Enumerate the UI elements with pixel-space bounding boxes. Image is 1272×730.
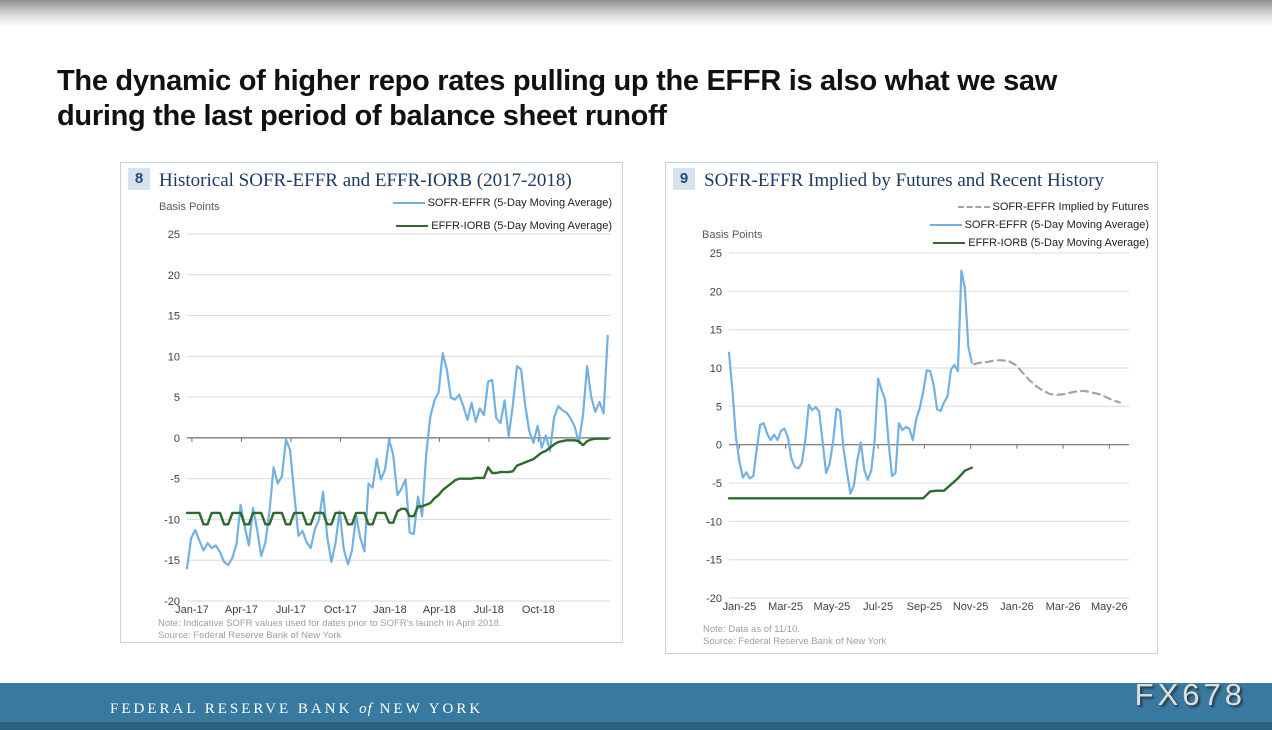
fx678-watermark: FX678 xyxy=(1134,677,1246,712)
series-effr-iorb xyxy=(727,466,973,500)
chart-title: SOFR-EFFR Implied by Futures and Recent … xyxy=(704,170,1105,191)
x-tick-label: Jul-25 xyxy=(863,601,893,613)
y-tick-label: -15 xyxy=(164,555,180,567)
bank-name-left: FEDERAL RESERVE BANK xyxy=(110,701,353,717)
x-tick-label: Jan-26 xyxy=(1000,601,1034,613)
legend-label: SOFR-EFFR (5-Day Moving Average) xyxy=(427,196,612,209)
x-tick-label: Oct-17 xyxy=(324,604,357,616)
chart-panel-futures: 9 SOFR-EFFR Implied by Futures and Recen… xyxy=(665,162,1158,654)
x-tick-label: Jul-17 xyxy=(276,604,306,616)
y-tick-label: 0 xyxy=(716,440,722,452)
y-tick-label: -20 xyxy=(164,596,180,608)
figure-number-badge: 8 xyxy=(128,168,150,190)
series-sofr-effr xyxy=(727,269,973,495)
footer-bottom-stripe xyxy=(0,722,1272,730)
y-tick-label: -10 xyxy=(706,516,722,528)
x-tick-label: Jan-17 xyxy=(175,604,209,616)
legend-label: EFFR-IORB (5-Day Moving Average) xyxy=(431,219,612,232)
top-shadow xyxy=(0,0,1272,26)
chart-source: Source: Federal Reserve Bank of New York xyxy=(158,630,342,641)
y-tick-label: -5 xyxy=(712,478,722,490)
legend-item: SOFR-EFFR (5-Day Moving Average) xyxy=(392,196,612,209)
x-tick-label: May-26 xyxy=(1091,601,1128,613)
y-tick-label: 5 xyxy=(174,392,180,404)
y-tick-label: 25 xyxy=(710,248,722,260)
y-tick-label: 0 xyxy=(174,433,180,445)
chart-footnotes: Note: Indicative SOFR values used for da… xyxy=(158,618,501,642)
y-tick-label: 20 xyxy=(168,270,180,282)
legend-line-sample xyxy=(396,224,429,227)
legend-item: EFFR-IORB (5-Day Moving Average) xyxy=(396,219,612,232)
slide-title-line1: The dynamic of higher repo rates pulling… xyxy=(57,65,1058,97)
chart-footnotes: Note: Data as of 11/10. Source: Federal … xyxy=(703,624,886,648)
chart-panel-historical: 8 Historical SOFR-EFFR and EFFR-IORB (20… xyxy=(120,162,623,643)
y-axis-unit-label: Basis Points xyxy=(159,201,220,213)
y-tick-label: -5 xyxy=(170,474,180,486)
legend-line-sample xyxy=(933,241,966,244)
x-tick-label: Jul-18 xyxy=(474,604,504,616)
x-tick-label: Nov-25 xyxy=(953,601,988,613)
y-tick-label: 10 xyxy=(710,363,722,375)
legend-line-sample xyxy=(957,205,990,208)
chart-title: Historical SOFR-EFFR and EFFR-IORB (2017… xyxy=(159,170,572,191)
figure-number-badge: 9 xyxy=(673,168,695,190)
chart-source: Source: Federal Reserve Bank of New York xyxy=(703,636,887,647)
x-tick-label: Apr-18 xyxy=(423,604,456,616)
chart-note: Note: Indicative SOFR values used for da… xyxy=(158,618,502,629)
footer-bar: FEDERAL RESERVE BANK of NEW YORK xyxy=(0,683,1272,730)
x-tick-label: Jan-18 xyxy=(373,604,407,616)
chart-note: Note: Data as of 11/10. xyxy=(703,624,800,635)
x-tick-label: Sep-25 xyxy=(907,601,942,613)
y-tick-label: 5 xyxy=(716,401,722,413)
bank-name-right: NEW YORK xyxy=(379,701,484,717)
series-sofr-effr-implied-futures xyxy=(973,359,1121,404)
slide-title: The dynamic of higher repo rates pulling… xyxy=(57,64,1057,134)
bank-name-of: of xyxy=(359,701,373,717)
chart-legend: SOFR-EFFR (5-Day Moving Average) EFFR-IOR… xyxy=(392,196,612,232)
series-effr-iorb xyxy=(185,437,609,526)
legend-item: SOFR-EFFR (5-Day Moving Average) xyxy=(929,218,1149,231)
x-tick-label: Apr-17 xyxy=(225,604,258,616)
legend-line-sample xyxy=(929,223,962,226)
y-tick-label: 15 xyxy=(710,325,722,337)
legend-line-sample xyxy=(392,201,425,204)
y-tick-label: 15 xyxy=(168,311,180,323)
chart-header: 9 SOFR-EFFR Implied by Futures and Recen… xyxy=(673,168,1104,192)
legend-label: SOFR-EFFR Implied by Futures xyxy=(992,200,1149,213)
y-tick-label: 20 xyxy=(710,286,722,298)
slide-title-line2: during the last period of balance sheet … xyxy=(57,100,667,132)
y-tick-label: -20 xyxy=(706,593,722,605)
y-axis-unit-label: Basis Points xyxy=(702,229,763,241)
bank-name: FEDERAL RESERVE BANK of NEW YORK xyxy=(110,701,483,718)
legend-item: EFFR-IORB (5-Day Moving Average) xyxy=(933,236,1149,249)
x-tick-label: Mar-26 xyxy=(1046,601,1081,613)
y-tick-label: -15 xyxy=(706,555,722,567)
y-tick-label: -10 xyxy=(164,514,180,526)
x-tick-label: Jan-25 xyxy=(723,601,757,613)
series-sofr-effr xyxy=(185,334,609,570)
chart-header: 8 Historical SOFR-EFFR and EFFR-IORB (20… xyxy=(128,168,572,192)
x-tick-label: May-25 xyxy=(814,601,851,613)
legend-item: SOFR-EFFR Implied by Futures xyxy=(957,200,1149,213)
y-tick-label: 25 xyxy=(168,229,180,241)
x-tick-label: Oct-18 xyxy=(522,604,555,616)
x-tick-label: Mar-25 xyxy=(768,601,803,613)
legend-label: EFFR-IORB (5-Day Moving Average) xyxy=(968,236,1149,249)
legend-label: SOFR-EFFR (5-Day Moving Average) xyxy=(964,218,1149,231)
chart-legend: SOFR-EFFR Implied by Futures SOFR-EFFR (5… xyxy=(929,200,1149,249)
y-tick-label: 10 xyxy=(168,351,180,363)
